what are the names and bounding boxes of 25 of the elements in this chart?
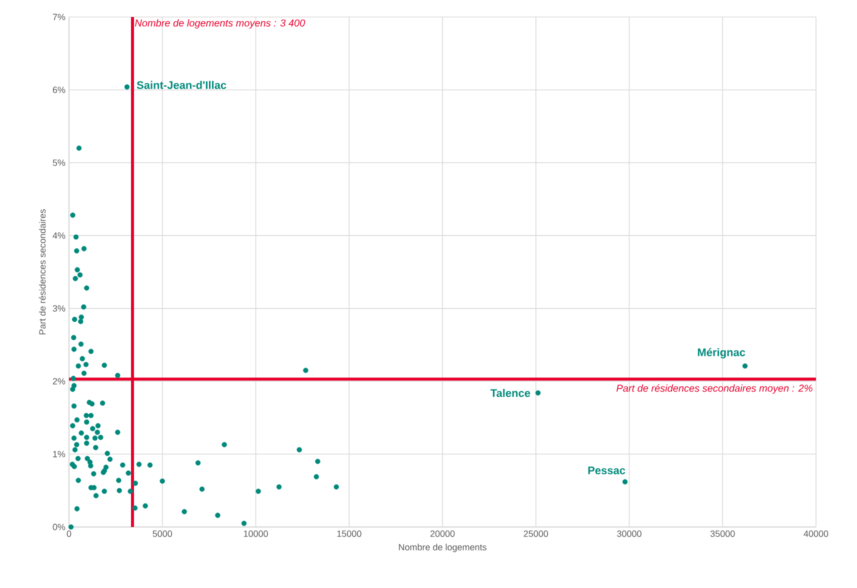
y-tick-label: 4% <box>52 232 66 239</box>
x-tick-label: 0 <box>66 530 72 537</box>
ref-line-label: Part de résidences secondaires moyen : 2% <box>616 384 812 394</box>
annotation: Mérignac <box>698 348 746 358</box>
x-axis-title: Nombre de logements <box>398 544 486 552</box>
annotation: Pessac <box>588 466 626 474</box>
ref-line-label: Nombre de logements moyens : 3 400 <box>135 19 306 29</box>
y-tick-label: 3% <box>52 305 66 312</box>
x-tick-label: 40000 <box>804 530 828 537</box>
x-tick-label: 35000 <box>710 530 735 537</box>
y-tick-label: 7% <box>52 14 66 20</box>
annotation: Talence <box>490 388 530 397</box>
annotation: Saint-Jean-d'Illac <box>136 80 226 89</box>
y-tick-label: 0% <box>52 524 66 530</box>
x-tick-label: 10000 <box>244 530 268 537</box>
y-tick-label: 6% <box>52 86 66 94</box>
x-tick-label: 30000 <box>617 530 642 537</box>
y-axis-title: Part de résidences secondaires <box>38 209 46 334</box>
y-tick-label: 5% <box>52 160 66 166</box>
x-tick-label: 5000 <box>152 530 172 537</box>
x-tick-label: 20000 <box>430 530 455 537</box>
y-tick-label: 1% <box>53 450 66 458</box>
x-tick-label: 15000 <box>337 530 362 537</box>
x-tick-label: 25000 <box>524 530 548 537</box>
y-tick-label: 2% <box>52 378 66 384</box>
